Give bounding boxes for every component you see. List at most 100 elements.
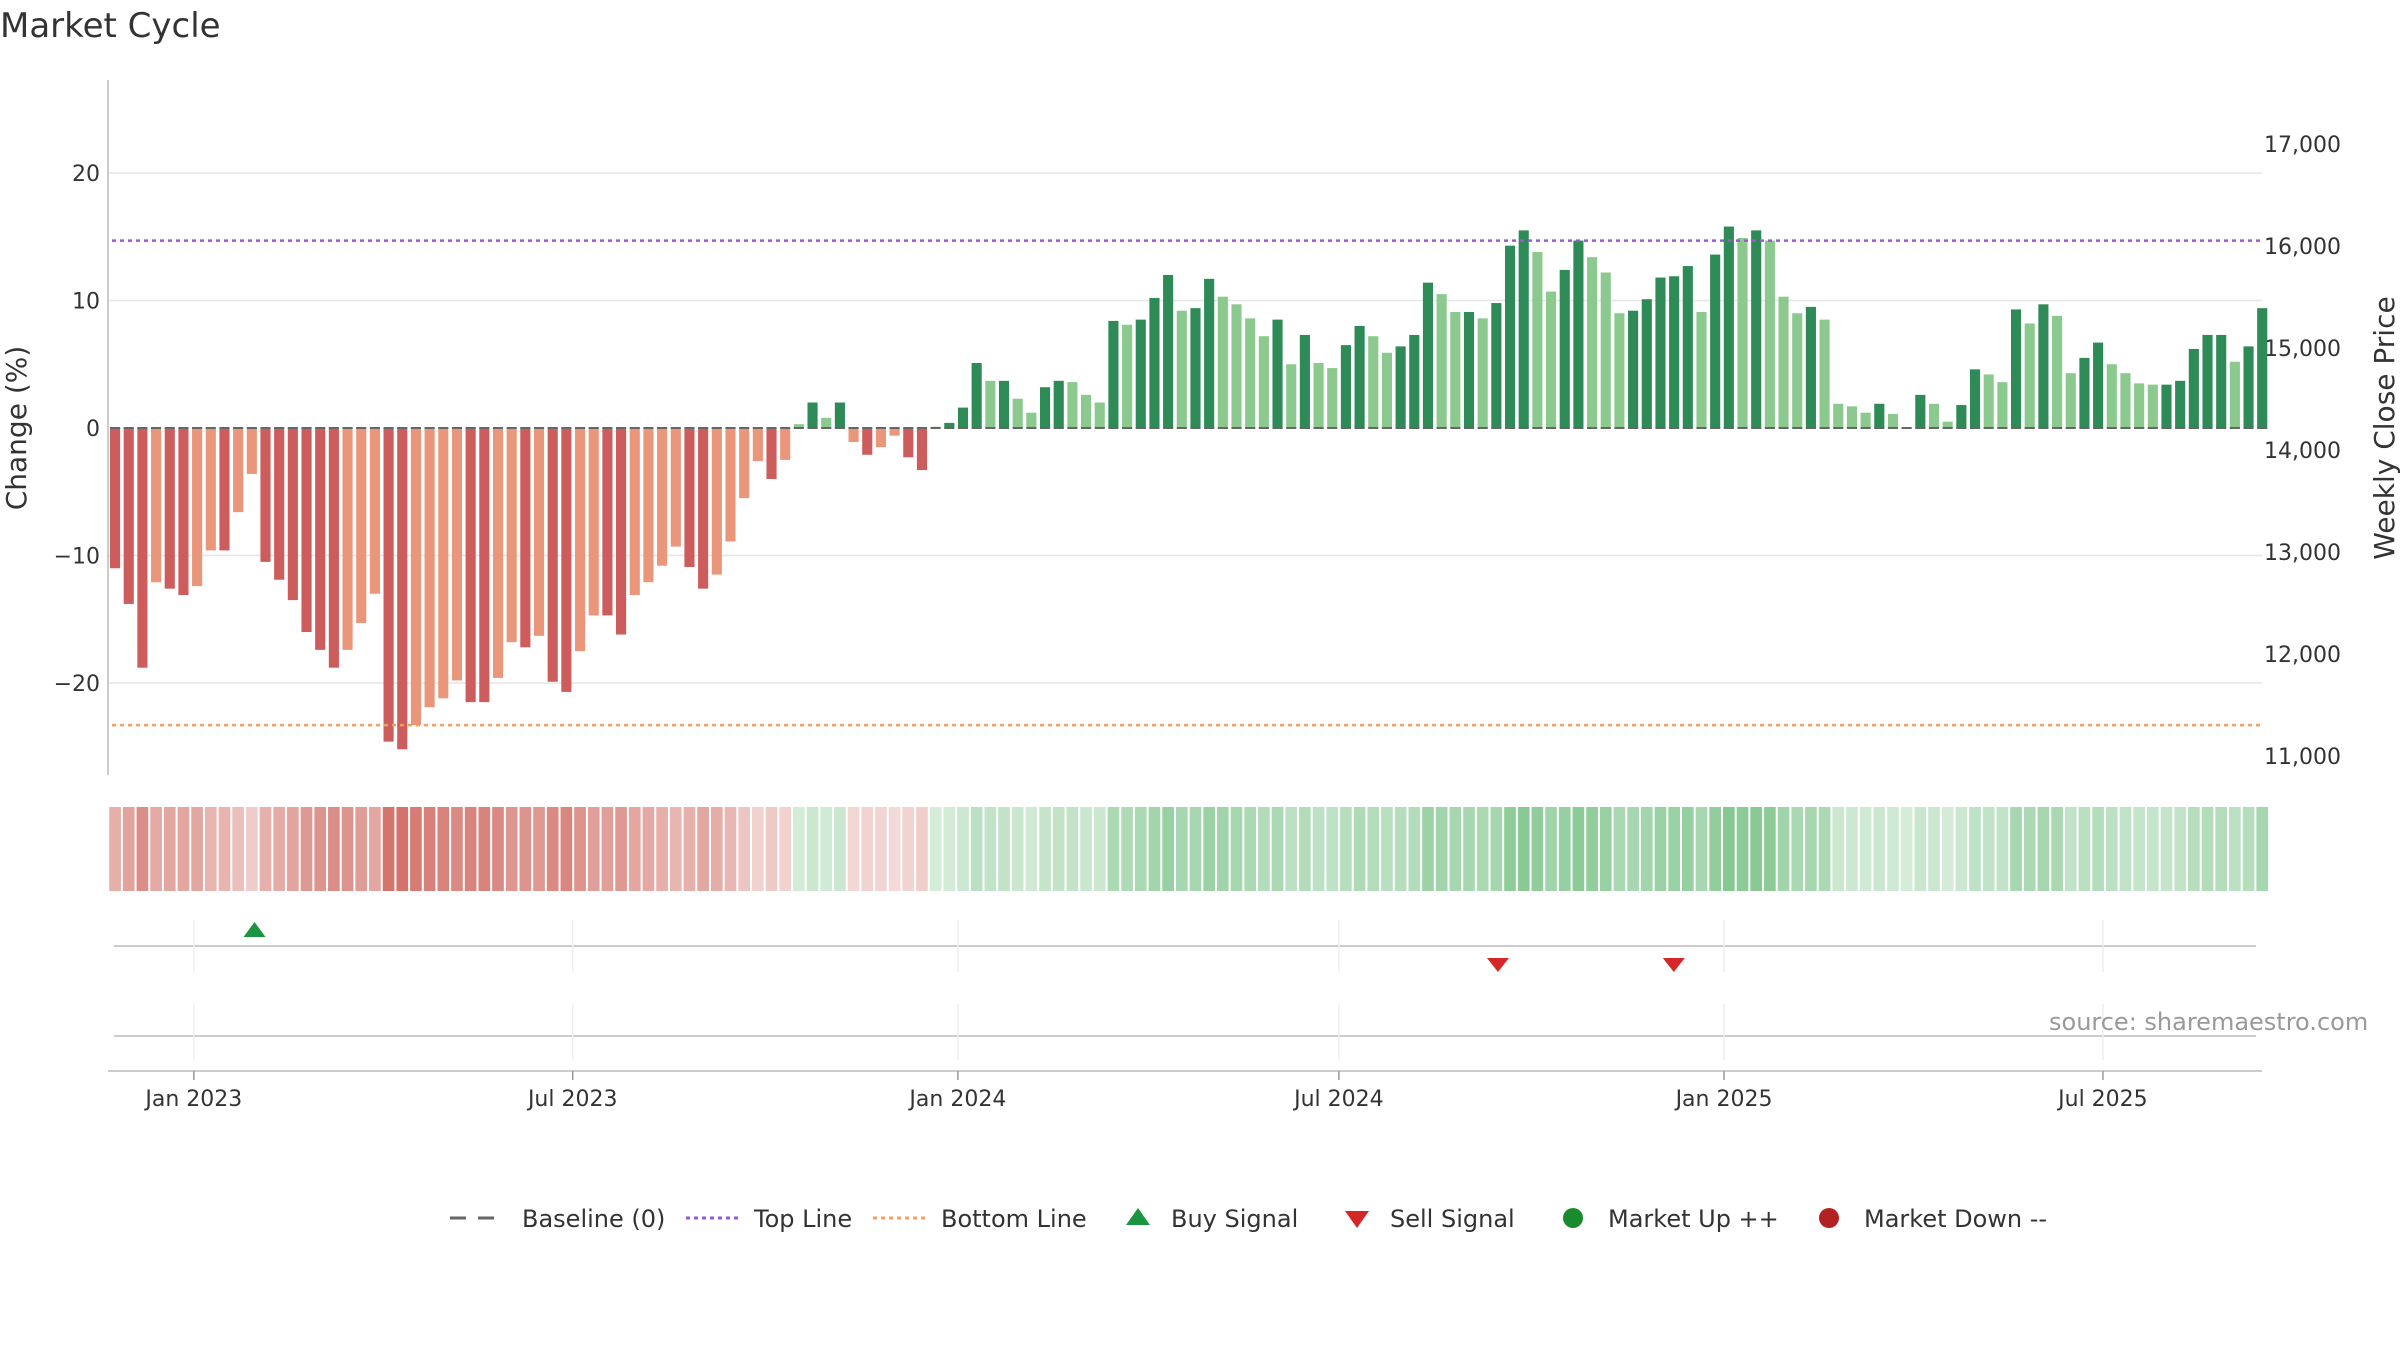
- heat-cell: [492, 807, 504, 891]
- heat-cell: [328, 807, 340, 891]
- heat-cell: [2188, 807, 2200, 891]
- heat-cell: [150, 807, 162, 891]
- heat-cell: [1299, 807, 1311, 891]
- heat-cell: [2242, 807, 2255, 891]
- change-bar: [1327, 368, 1338, 428]
- change-bar: [315, 428, 326, 650]
- change-bar: [2038, 304, 2049, 428]
- heat-cell: [984, 807, 997, 891]
- heat-cell: [1996, 807, 2009, 891]
- change-bar: [1874, 403, 1885, 428]
- change-bar: [1997, 382, 2008, 428]
- change-bar: [766, 428, 777, 479]
- change-bar: [233, 428, 244, 513]
- heat-cell: [2105, 807, 2118, 891]
- change-bar: [1928, 403, 1940, 428]
- change-bar: [397, 428, 408, 750]
- change-bar: [192, 428, 203, 587]
- heat-cell: [2023, 807, 2036, 891]
- heat-cell: [1162, 807, 1174, 891]
- heat-cell: [793, 807, 805, 891]
- heat-cell: [2078, 807, 2091, 891]
- y2-tick-label: 14,000: [2264, 439, 2341, 464]
- change-bar: [2147, 384, 2158, 428]
- change-bar: [301, 428, 312, 632]
- change-bar: [1792, 313, 1803, 428]
- heat-cell: [1777, 807, 1790, 891]
- change-bar: [2106, 364, 2117, 428]
- legend-swatch-market-up: [1563, 1208, 1583, 1228]
- heat-cell: [218, 807, 231, 891]
- heat-cell: [2160, 807, 2173, 891]
- heat-cell: [888, 807, 901, 891]
- heat-cell: [738, 807, 751, 891]
- heat-cell: [1422, 807, 1434, 891]
- legend-label: Market Up ++: [1608, 1205, 1779, 1233]
- change-bar: [1655, 277, 1666, 428]
- change-bar: [1915, 394, 1926, 428]
- heat-cell: [1695, 807, 1708, 891]
- change-bar: [219, 428, 230, 551]
- heat-cell: [724, 807, 737, 891]
- heat-cell: [1640, 807, 1653, 891]
- heat-cell: [546, 807, 559, 891]
- change-bar: [328, 428, 339, 668]
- heat-cell: [970, 807, 983, 891]
- change-bar: [356, 428, 367, 624]
- heat-cell: [1572, 807, 1585, 891]
- change-bar: [643, 428, 654, 583]
- change-bar: [1969, 369, 1981, 428]
- change-bar: [1504, 245, 1516, 428]
- change-bar: [1313, 362, 1324, 428]
- heat-cell: [1914, 807, 1927, 891]
- change-bar: [1764, 240, 1775, 428]
- y2-tick-label: 11,000: [2264, 745, 2341, 770]
- heat-cell: [1394, 807, 1407, 891]
- change-bar: [2065, 373, 2076, 428]
- change-bar: [137, 428, 148, 668]
- change-bar: [2134, 383, 2145, 428]
- change-bar: [2229, 361, 2240, 428]
- change-bar: [1149, 297, 1160, 428]
- heat-cell: [916, 807, 928, 891]
- heat-cell: [1381, 807, 1393, 891]
- heat-cell: [1928, 807, 1940, 891]
- heat-cell: [806, 807, 819, 891]
- change-bar: [1696, 311, 1707, 428]
- sell-signal-marker: [1662, 958, 1685, 972]
- change-bar: [369, 428, 380, 594]
- change-bar: [1641, 299, 1652, 428]
- heat-cell: [1490, 807, 1503, 891]
- heat-cell: [1654, 807, 1667, 891]
- heat-cell: [2215, 807, 2228, 891]
- heat-cell: [1805, 807, 1817, 891]
- change-bar: [821, 417, 832, 428]
- change-bar: [1477, 318, 1488, 428]
- change-bar: [889, 428, 900, 436]
- change-bar: [944, 422, 955, 428]
- heat-cell: [245, 807, 258, 891]
- heat-cell: [2037, 807, 2050, 891]
- y-tick-label: −10: [54, 545, 100, 570]
- heat-cell: [2146, 807, 2159, 891]
- heat-cell: [2119, 807, 2132, 891]
- heat-cell: [355, 807, 368, 891]
- heat-cell: [587, 807, 600, 891]
- heat-cell: [642, 807, 655, 891]
- change-bar: [657, 428, 668, 566]
- heat-cell: [341, 807, 354, 891]
- heat-cell: [287, 807, 299, 891]
- sell-signal-marker: [1486, 958, 1509, 972]
- change-bar: [793, 424, 804, 428]
- change-bar: [1067, 382, 1078, 428]
- heat-cell: [1175, 807, 1188, 891]
- heat-cell: [1627, 807, 1639, 891]
- change-bar: [424, 428, 435, 708]
- heat-cell: [1449, 807, 1462, 891]
- change-bar: [1614, 313, 1625, 428]
- change-bar: [1122, 324, 1133, 428]
- heat-cell: [1435, 807, 1448, 891]
- change-bar: [2243, 346, 2254, 428]
- y2-tick-label: 15,000: [2264, 337, 2341, 362]
